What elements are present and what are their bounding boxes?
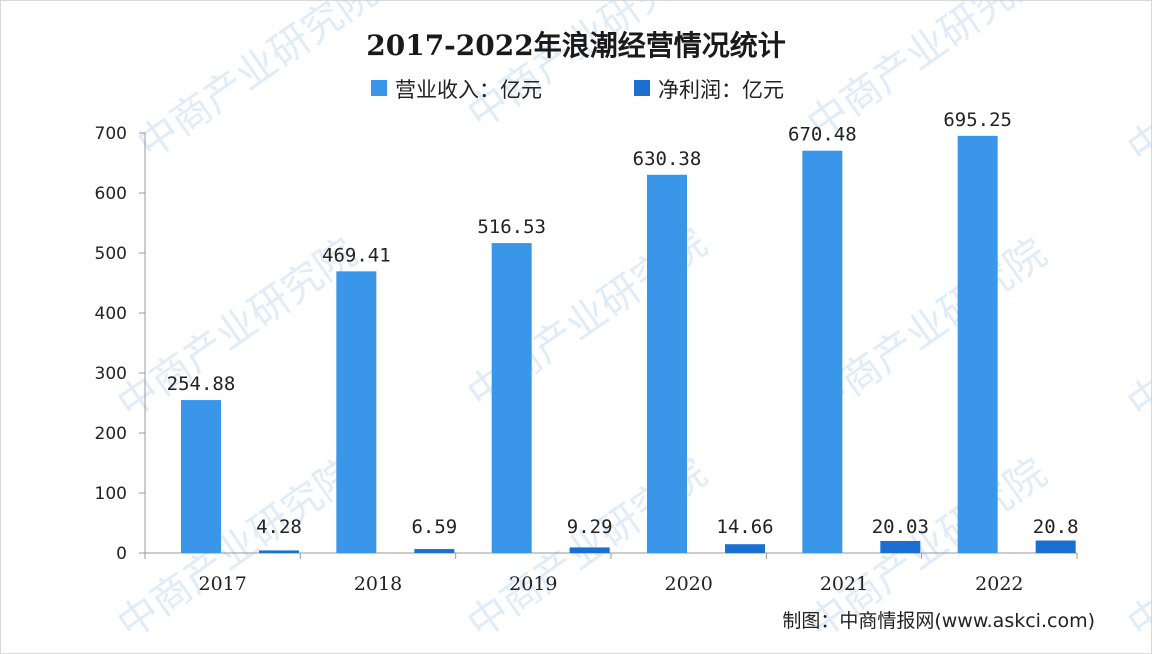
chart-title: 2017-2022年浪潮经营情况统计 xyxy=(366,29,785,62)
watermark-text: 中商产业研究院 xyxy=(1119,0,1152,173)
bar-revenue xyxy=(181,400,221,553)
data-label-net-profit: 4.28 xyxy=(256,516,302,538)
bar-net-profit xyxy=(1035,540,1076,553)
y-tick-label: 500 xyxy=(95,244,127,264)
bar-net-profit xyxy=(880,540,921,553)
y-tick-label: 200 xyxy=(95,424,127,444)
legend-label-net-profit: 净利润：亿元 xyxy=(658,78,784,102)
source-credit: 制图：中商情报网(www.askci.com) xyxy=(782,610,1095,632)
data-label-revenue: 630.38 xyxy=(633,148,702,170)
bar-net-profit xyxy=(569,547,610,553)
data-label-net-profit: 6.59 xyxy=(411,516,457,538)
bar-revenue xyxy=(802,150,843,553)
x-tick-label: 2021 xyxy=(820,573,868,595)
x-tick-label: 2020 xyxy=(664,573,712,595)
y-axis: 0 100 200 300 400 500 600 700 xyxy=(95,124,146,564)
data-label-net-profit: 20.03 xyxy=(872,516,929,538)
x-tick-label: 2019 xyxy=(509,573,557,595)
bar-net-profit xyxy=(414,549,455,553)
x-axis: 2017 2018 2019 2020 2021 2022 xyxy=(144,552,1078,595)
y-tick-label: 400 xyxy=(95,304,127,324)
y-tick-label: 600 xyxy=(95,184,127,204)
data-label-net-profit: 14.66 xyxy=(716,516,773,538)
y-tick-label: 100 xyxy=(95,484,127,504)
data-label-revenue: 695.25 xyxy=(943,109,1012,131)
legend: 营业收入：亿元 净利润：亿元 xyxy=(371,78,784,102)
x-tick-label: 2022 xyxy=(975,573,1023,595)
legend-swatch-revenue xyxy=(371,80,387,96)
data-label-net-profit: 9.29 xyxy=(567,516,613,538)
data-label-revenue: 254.88 xyxy=(167,373,236,395)
y-tick-label: 700 xyxy=(95,124,127,144)
y-tick-label: 300 xyxy=(95,364,127,384)
legend-label-revenue: 营业收入：亿元 xyxy=(395,78,542,102)
bar-revenue xyxy=(491,243,532,553)
bar-revenue xyxy=(957,135,998,553)
bar-revenue xyxy=(336,271,377,553)
legend-swatch-net-profit xyxy=(634,80,650,96)
data-label-revenue: 516.53 xyxy=(477,216,546,238)
data-labels: 254.88 469.41 516.53 630.38 670.48 695.25 4.28… xyxy=(167,109,1079,538)
x-tick-label: 2017 xyxy=(198,573,246,595)
watermark-text: 中商产业研究院 xyxy=(109,450,365,648)
watermark-text: 中商产业研究院 xyxy=(459,0,715,138)
bar-revenue xyxy=(647,174,687,553)
watermark-text: 中商产业研究院 xyxy=(129,0,385,168)
watermark-text: 中商产业研究院 xyxy=(1119,450,1152,648)
data-label-revenue: 469.41 xyxy=(322,244,391,266)
data-label-revenue: 670.48 xyxy=(788,124,857,146)
bar-net-profit xyxy=(725,544,765,553)
x-tick-label: 2018 xyxy=(354,573,402,595)
bars xyxy=(181,135,1076,553)
bar-net-profit xyxy=(259,550,299,553)
data-label-net-profit: 20.8 xyxy=(1033,516,1079,538)
y-tick-label: 0 xyxy=(116,544,127,564)
watermark-text: 中商产业研究院 xyxy=(1119,230,1152,428)
